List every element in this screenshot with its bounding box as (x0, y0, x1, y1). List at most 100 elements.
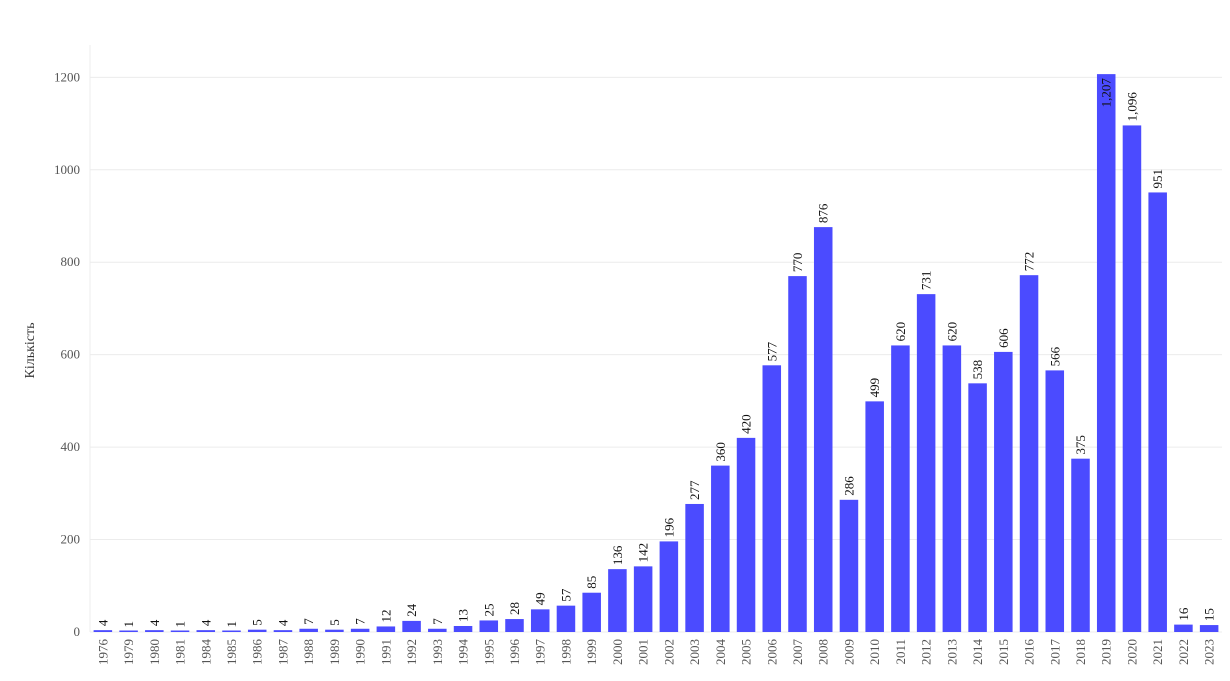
bar[interactable] (891, 345, 910, 632)
x-tick-label: 1999 (584, 639, 599, 665)
bar[interactable] (1071, 458, 1090, 632)
x-tick-label: 2009 (841, 639, 856, 665)
bar[interactable] (1122, 125, 1142, 633)
bar[interactable] (350, 628, 370, 632)
y-axis-ticks: 0 200 400 600 800 1000 1200 (54, 69, 80, 639)
y-tick-label: 1000 (54, 162, 80, 177)
bar[interactable] (170, 630, 190, 633)
bar[interactable] (582, 592, 601, 632)
value-label: 5 (327, 619, 342, 626)
bar[interactable] (1096, 74, 1116, 632)
bar[interactable] (1199, 625, 1219, 632)
x-tick-label: 1980 (147, 639, 162, 665)
x-tick-label: 1976 (95, 639, 110, 666)
value-label: 375 (1073, 435, 1088, 455)
bar[interactable] (428, 628, 447, 632)
bar[interactable] (916, 294, 936, 632)
x-tick-label: 1989 (327, 639, 342, 665)
bar[interactable] (247, 629, 267, 632)
value-label: 142 (636, 543, 651, 563)
bar[interactable] (505, 619, 524, 632)
value-label: 620 (893, 322, 908, 342)
x-tick-label: 1986 (250, 639, 265, 666)
bar[interactable] (711, 465, 730, 632)
x-tick-label: 1993 (430, 639, 445, 665)
bar[interactable] (93, 630, 113, 632)
bar[interactable] (145, 630, 164, 632)
bar[interactable] (685, 503, 704, 632)
value-label: 1 (173, 621, 188, 628)
value-label: 277 (687, 480, 702, 500)
bar[interactable] (119, 630, 138, 633)
value-label: 420 (739, 414, 754, 434)
value-label: 606 (996, 328, 1011, 348)
value-label: 876 (816, 203, 831, 223)
value-label: 499 (867, 378, 882, 398)
value-label: 577 (764, 341, 779, 361)
bar[interactable] (196, 630, 216, 632)
x-tick-label: 2001 (636, 639, 651, 665)
x-tick-label: 1985 (224, 639, 239, 665)
bar[interactable] (402, 620, 421, 632)
bar[interactable] (813, 227, 833, 633)
bar[interactable] (762, 365, 782, 632)
bar[interactable] (839, 499, 859, 632)
bar[interactable] (942, 345, 962, 632)
bar[interactable] (994, 351, 1013, 632)
value-label: 1 (121, 621, 136, 628)
bar[interactable] (299, 628, 318, 632)
bar[interactable] (1019, 275, 1039, 632)
x-tick-label: 2019 (1099, 639, 1114, 665)
value-label: 731 (919, 271, 934, 291)
bar[interactable] (633, 566, 653, 632)
x-tick-label: 1984 (198, 639, 213, 666)
x-tick-label: 1979 (121, 639, 136, 665)
y-axis-title: Кількість (23, 322, 38, 378)
value-label: 7 (301, 618, 316, 625)
x-tick-label: 2006 (764, 639, 779, 666)
bar[interactable] (222, 630, 241, 633)
value-label: 538 (970, 360, 985, 380)
bar[interactable] (608, 569, 627, 632)
bar[interactable] (479, 620, 499, 632)
value-label: 1,096 (1124, 92, 1139, 122)
value-label: 4 (198, 619, 213, 626)
bar[interactable] (736, 437, 756, 632)
bar[interactable] (376, 626, 396, 632)
bar[interactable] (325, 629, 344, 632)
x-tick-label: 2005 (739, 639, 754, 665)
value-label: 620 (944, 322, 959, 342)
bar[interactable] (865, 401, 884, 632)
bar[interactable] (1174, 624, 1193, 632)
value-label: 286 (841, 476, 856, 496)
x-tick-label: 1992 (404, 639, 419, 665)
bar[interactable] (273, 630, 293, 632)
value-label: 57 (558, 588, 573, 602)
x-tick-label: 2002 (661, 639, 676, 665)
value-label: 7 (353, 618, 368, 625)
value-label: 4 (147, 619, 162, 626)
bar[interactable] (659, 541, 679, 632)
x-tick-label: 2012 (919, 639, 934, 665)
value-label: 24 (404, 603, 419, 617)
bar[interactable] (530, 609, 550, 632)
value-label: 12 (378, 609, 393, 622)
value-label: 13 (456, 609, 471, 622)
x-tick-label: 2004 (713, 639, 728, 666)
value-label: 4 (95, 619, 110, 626)
y-tick-label: 600 (61, 347, 81, 362)
bar[interactable] (556, 605, 576, 632)
bar[interactable] (1045, 370, 1065, 632)
x-tick-label: 2021 (1150, 639, 1165, 665)
value-label: 28 (507, 602, 522, 615)
bar[interactable] (1148, 192, 1167, 633)
x-tick-label: 1991 (378, 639, 393, 665)
x-tick-label: 2013 (944, 639, 959, 665)
bar[interactable] (453, 625, 473, 632)
bar[interactable] (788, 276, 807, 632)
bar[interactable] (968, 383, 987, 632)
x-tick-label: 1995 (481, 639, 496, 665)
x-tick-label: 2010 (867, 639, 882, 665)
